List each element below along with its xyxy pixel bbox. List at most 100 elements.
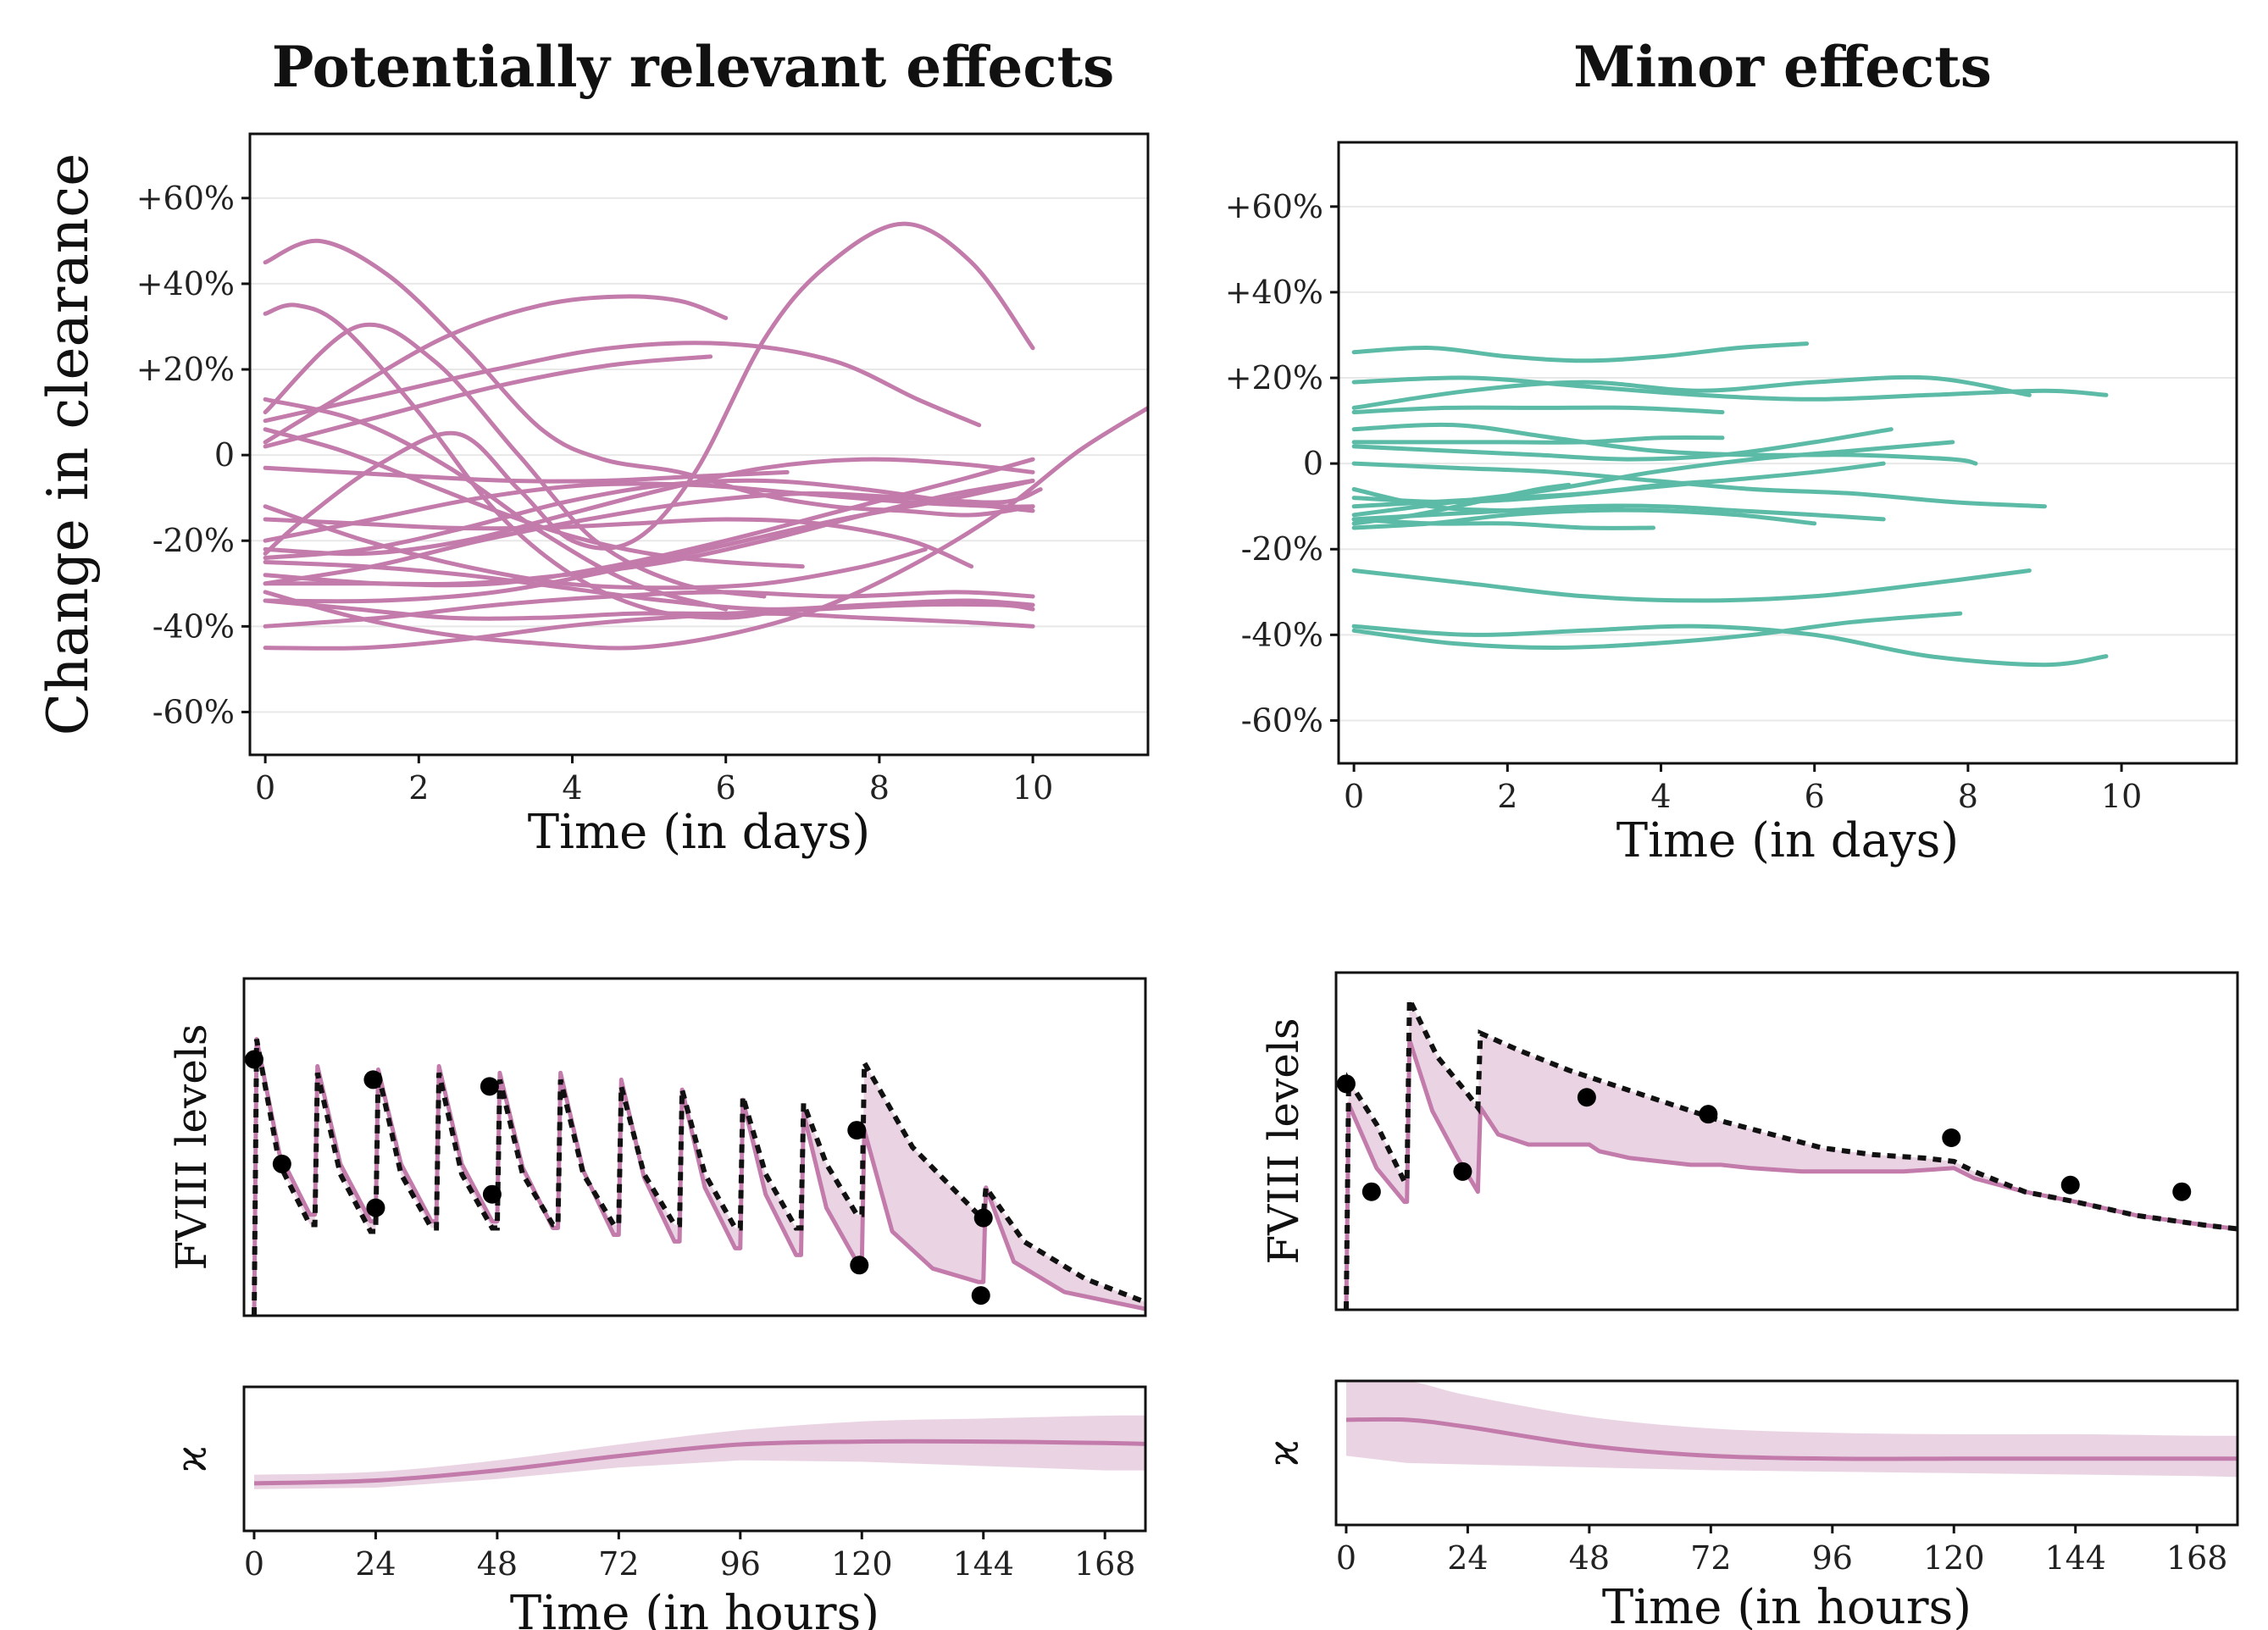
plot-area xyxy=(263,221,1148,651)
series-line xyxy=(1351,568,2032,603)
mean-line xyxy=(1345,1417,2238,1461)
series-line xyxy=(1351,461,2047,509)
plot-area xyxy=(1351,341,2109,668)
series-line xyxy=(263,598,1035,621)
series-line xyxy=(263,611,1035,651)
observation-point xyxy=(1336,1074,1356,1094)
y-tick-label: -60% xyxy=(1241,701,1323,739)
series-line xyxy=(1351,624,2109,668)
x-tick-label: 8 xyxy=(1958,778,1978,815)
reference-line xyxy=(252,1039,1145,1316)
y-axis-label: ϰ xyxy=(1259,1439,1308,1466)
x-axis-label: Time (in hours) xyxy=(1602,1580,1971,1630)
series-line xyxy=(1351,435,1725,445)
observation-point xyxy=(1942,1128,1961,1148)
x-tick-label: 0 xyxy=(244,1545,264,1583)
series-line xyxy=(263,294,729,445)
y-tick-label: -60% xyxy=(152,693,235,730)
x-axis-label: Time (in days) xyxy=(1616,813,1959,868)
x-axis-label: Time (in days) xyxy=(528,805,870,860)
panel-minor-fviii: FVIII levels xyxy=(1259,971,2239,1311)
x-axis-label: Time (in hours) xyxy=(510,1586,879,1630)
plot-area xyxy=(252,1037,1145,1316)
y-tick-label: +60% xyxy=(1225,188,1323,225)
x-tick-label: 24 xyxy=(1447,1539,1488,1577)
x-tick-label: 4 xyxy=(1650,778,1671,815)
observation-point xyxy=(1361,1182,1381,1201)
x-tick-label: 0 xyxy=(1336,1539,1356,1577)
difference-band xyxy=(1346,999,2238,1310)
x-tick-label: 10 xyxy=(2101,778,2142,815)
model-line xyxy=(252,1037,1145,1316)
series-line xyxy=(1351,487,1625,513)
y-tick-label: +40% xyxy=(136,265,235,302)
x-tick-label: 96 xyxy=(1812,1539,1853,1577)
x-tick-label: 48 xyxy=(477,1545,518,1583)
series-line xyxy=(1351,478,1725,509)
series-line xyxy=(263,590,1035,629)
series-line xyxy=(1351,405,1725,414)
series-line xyxy=(1351,341,1810,363)
x-tick-label: 144 xyxy=(2044,1539,2106,1577)
observation-point xyxy=(366,1198,385,1217)
y-tick-label: 0 xyxy=(1303,445,1323,482)
panel-minor-kappa: 0 24 48 72 96 120 144 168 Time (in hours) ϰ xyxy=(1259,1379,2239,1630)
series-line xyxy=(1351,482,1572,526)
x-tick-label: 72 xyxy=(1690,1539,1731,1577)
y-axis-label: Change in clearance xyxy=(36,153,101,736)
x-tick-label: 4 xyxy=(562,769,582,807)
observation-point xyxy=(272,1154,291,1173)
y-axis-label: FVIII levels xyxy=(1259,1017,1308,1264)
series-line xyxy=(1351,422,1978,466)
panel-relevant-fviii: FVIII levels xyxy=(167,977,1147,1317)
series-line xyxy=(263,221,1035,556)
plot-area xyxy=(253,1415,1145,1489)
observation-point xyxy=(480,1077,499,1096)
plot-area xyxy=(1344,998,2238,1310)
y-axis-label: ϰ xyxy=(167,1445,216,1472)
axes-frame xyxy=(1334,1379,2239,1527)
series-line xyxy=(263,406,1148,651)
series-line xyxy=(263,479,1035,587)
observation-point xyxy=(244,1050,263,1069)
y-tick-label: +20% xyxy=(136,351,235,388)
x-tick-label: 0 xyxy=(255,769,275,807)
x-tick-label: 2 xyxy=(1497,778,1517,815)
observation-point xyxy=(2060,1175,2080,1195)
axes-frame xyxy=(242,977,1147,1317)
x-tick-label: 72 xyxy=(598,1545,639,1583)
series-line xyxy=(1351,461,1886,505)
axes-frame xyxy=(248,132,1150,757)
series-line xyxy=(263,238,1035,518)
x-tick-label: 144 xyxy=(952,1545,1014,1583)
observation-point xyxy=(850,1256,869,1275)
axes-frame xyxy=(1337,141,2238,765)
x-tick-label: 2 xyxy=(408,769,429,807)
series-line xyxy=(1351,611,1963,651)
y-tick-label: +60% xyxy=(136,180,235,217)
series-line xyxy=(263,341,982,428)
panel-relevant-clearance: +60% +40% +20% 0 -20% -40% -60% 0 2 4 6 8 10 Time (in… xyxy=(36,132,1150,860)
uncertainty-band xyxy=(1346,1381,2238,1478)
series-line xyxy=(263,478,1035,560)
difference-band xyxy=(254,1039,1145,1316)
x-tick-label: 24 xyxy=(355,1545,396,1583)
y-tick-label: -20% xyxy=(1241,530,1323,568)
series-line xyxy=(263,457,1035,557)
x-tick-label: 168 xyxy=(2166,1539,2228,1577)
observation-point xyxy=(2172,1182,2192,1201)
observation-point xyxy=(1453,1162,1472,1181)
panel-relevant-kappa: 0 24 48 72 96 120 144 168 Time (in hours) ϰ xyxy=(167,1385,1147,1630)
y-tick-label: +40% xyxy=(1225,274,1323,311)
observation-point xyxy=(482,1184,502,1204)
observation-point xyxy=(971,1286,990,1306)
x-tick-label: 8 xyxy=(869,769,890,807)
series-line xyxy=(263,354,713,449)
x-tick-label: 120 xyxy=(1923,1539,1985,1577)
panel-minor-clearance: +60% +40% +20% 0 -20% -40% -60% 0 2 4 6 8 10 Time (in… xyxy=(1225,141,2238,868)
x-tick-label: 168 xyxy=(1074,1545,1136,1583)
mean-line xyxy=(253,1439,1145,1486)
y-tick-label: 0 xyxy=(214,436,235,474)
series-line xyxy=(263,517,974,569)
